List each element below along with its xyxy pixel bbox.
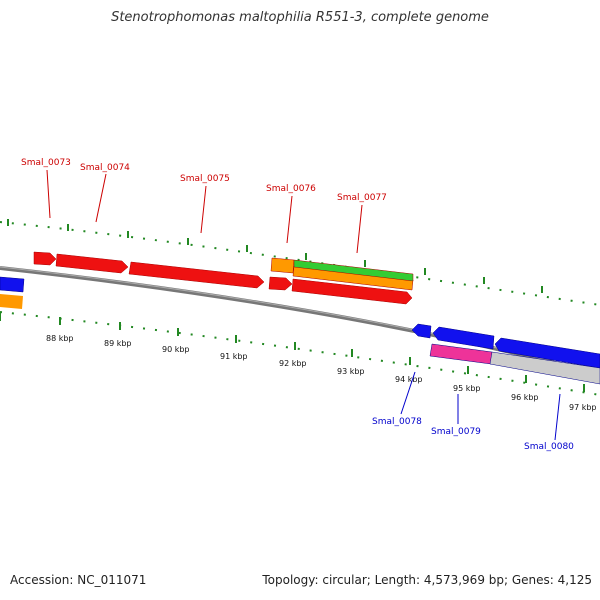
gene-smal-0077[interactable] [291, 278, 413, 305]
gene-label-smal-0075[interactable]: Smal_0075 [180, 174, 230, 184]
gene-label-smal-0076[interactable]: Smal_0076 [266, 184, 316, 194]
gene-smal-0073[interactable] [33, 251, 57, 266]
orange-feature-upper [270, 257, 295, 274]
gene-smal-0079[interactable] [432, 326, 495, 350]
gene-label-smal-0077[interactable]: Smal_0077 [337, 193, 387, 203]
gene-label-smal-0074[interactable]: Smal_0074 [80, 163, 130, 173]
kbp-label: 95 kbp [453, 384, 481, 393]
inner-tick-track [0, 311, 600, 396]
kbp-label: 92 kbp [279, 359, 307, 368]
reverse-genes [411, 323, 600, 385]
gene-smal-0074[interactable] [55, 253, 129, 274]
green-feature [293, 259, 414, 282]
map-title: Stenotrophomonas maltophilia R551-3, com… [111, 10, 489, 25]
kbp-labels: 88 kbp 89 kbp 90 kbp 91 kbp 92 kbp 93 kb… [46, 334, 597, 412]
outer-major-ticks [7, 219, 543, 293]
gene-smal-0075[interactable] [128, 261, 265, 289]
kbp-label: 89 kbp [104, 339, 132, 348]
genome-stats-text: Topology: circular; Length: 4,573,969 bp… [262, 573, 592, 587]
gene-label-smal-0079[interactable]: Smal_0079 [431, 427, 481, 437]
reverse-gene-partial-left [0, 276, 25, 293]
kbp-label: 94 kbp [395, 375, 423, 384]
forward-label-leaders [46, 169, 363, 254]
kbp-label: 96 kbp [511, 393, 539, 402]
kbp-label: 90 kbp [162, 345, 190, 354]
gene-label-smal-0073[interactable]: Smal_0073 [21, 158, 71, 168]
kbp-label: 93 kbp [337, 367, 365, 376]
gene-smal-0080[interactable] [494, 337, 600, 369]
orange-feature-left [0, 294, 23, 309]
gene-labels: Smal_0073 Smal_0074 Smal_0075 Smal_0076 … [21, 158, 574, 452]
kbp-label: 91 kbp [220, 352, 248, 361]
gene-label-smal-0078[interactable]: Smal_0078 [372, 417, 422, 427]
gene-smal-0076[interactable] [268, 276, 293, 291]
reverse-label-leaders [400, 371, 561, 441]
gene-label-smal-0080[interactable]: Smal_0080 [524, 442, 574, 452]
forward-genes [33, 251, 414, 305]
gene-smal-0078[interactable] [411, 323, 432, 339]
inner-major-ticks [0, 313, 585, 392]
accession-text: Accession: NC_011071 [10, 573, 147, 587]
kbp-label: 88 kbp [46, 334, 74, 343]
kbp-label: 97 kbp [569, 403, 597, 412]
gray-feature [489, 351, 600, 385]
